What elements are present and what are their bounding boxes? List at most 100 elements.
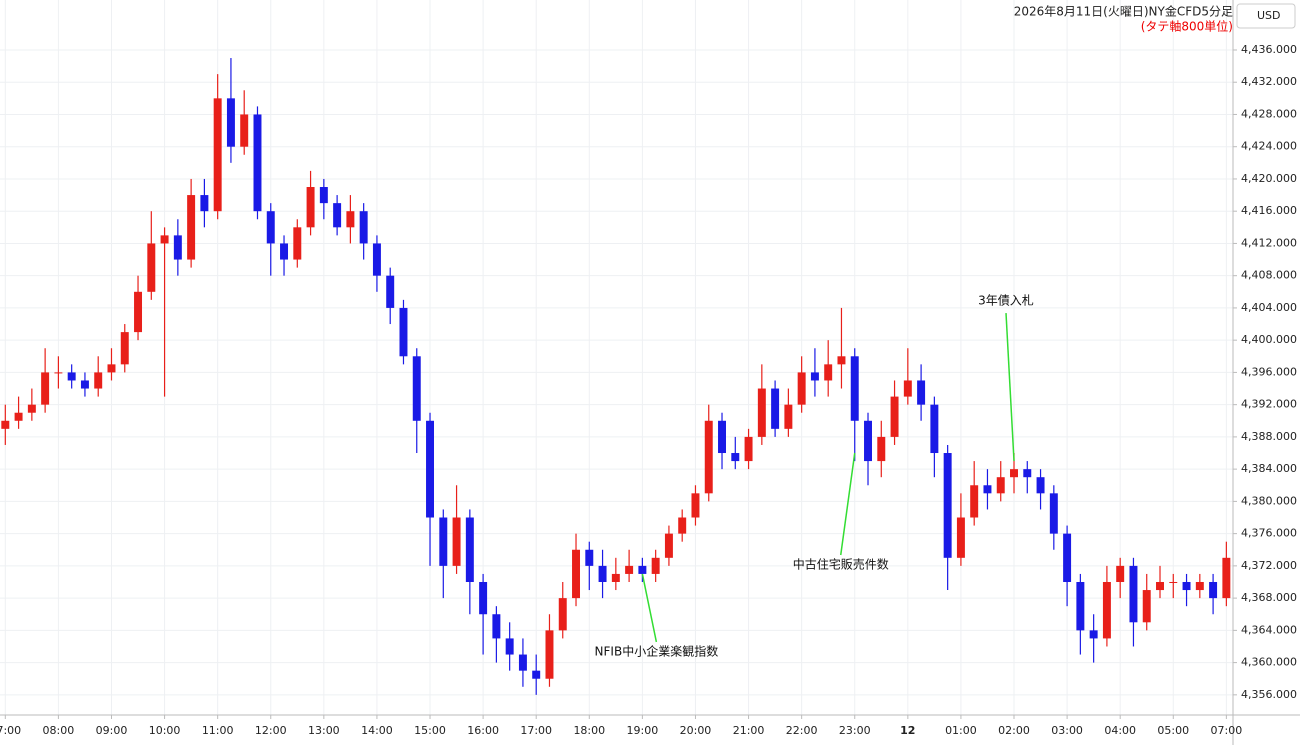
candle-body	[585, 549, 594, 566]
y-tick-label: 4,424.000	[1241, 140, 1297, 153]
candle-body	[810, 372, 819, 381]
candle-body	[598, 565, 607, 582]
candle-body	[651, 557, 660, 574]
candle-body	[1023, 469, 1032, 478]
candle-body	[173, 235, 182, 260]
chart-title: 2026年8月11日(火曜日)NY金CFD5分足	[1014, 4, 1233, 19]
x-tick-label: 11:00	[202, 724, 234, 737]
x-tick-label: 13:00	[308, 724, 340, 737]
candle-body	[160, 235, 169, 244]
x-tick-label: 17:00	[520, 724, 552, 737]
annotation-label: NFIB中小企業楽観指数	[595, 643, 719, 658]
candle-body	[80, 380, 89, 389]
x-tick-label: 07:00	[1211, 724, 1243, 737]
candle-body	[558, 598, 567, 631]
candle-body	[1209, 581, 1218, 599]
y-tick-label: 4,436.000	[1241, 43, 1297, 56]
candle-body	[744, 436, 753, 462]
y-tick-label: 4,364.000	[1241, 623, 1297, 636]
annotation-line	[839, 452, 856, 556]
candle-body	[359, 211, 368, 244]
annotation-label: 中古住宅販売件数	[793, 557, 889, 572]
candle-body	[678, 517, 687, 534]
y-tick-label: 4,428.000	[1241, 107, 1297, 120]
candle-body	[1102, 581, 1111, 639]
y-tick-label: 4,392.000	[1241, 398, 1297, 411]
candle-body	[253, 114, 262, 212]
candle-body	[372, 243, 381, 276]
x-tick-label: 12	[900, 724, 915, 737]
annotation-label: 3年債入札	[978, 293, 1034, 308]
candle-body	[266, 211, 275, 244]
x-tick-label: 09:00	[96, 724, 128, 737]
chart-subtitle: (タテ軸800単位)	[1141, 19, 1233, 34]
annotation-line	[641, 573, 658, 643]
x-tick-label: 08:00	[43, 724, 75, 737]
candle-body	[903, 380, 912, 397]
x-tick-label: 21:00	[733, 724, 765, 737]
candle-body	[213, 98, 222, 212]
candle-body	[638, 565, 647, 574]
candle-body	[691, 493, 700, 518]
candle-body	[41, 372, 50, 405]
y-tick-label: 4,388.000	[1241, 430, 1297, 443]
candle-body	[532, 670, 541, 679]
x-tick-label: 10:00	[149, 724, 181, 737]
candle-body	[877, 436, 886, 462]
candle-body	[837, 356, 846, 365]
candle-body	[625, 565, 634, 574]
candle-body	[1222, 557, 1231, 599]
y-tick-label: 4,396.000	[1241, 365, 1297, 378]
candle-body	[27, 404, 36, 413]
candle-body	[226, 98, 235, 147]
candle-body	[611, 573, 620, 582]
x-tick-label: 03:00	[1051, 724, 1083, 737]
grid	[0, 0, 1233, 715]
annotation-line	[1005, 313, 1015, 462]
candle-body	[771, 388, 780, 429]
candle-body	[757, 388, 766, 437]
x-tick-label: 23:00	[839, 724, 871, 737]
candle-body	[134, 291, 143, 333]
currency: USD	[1257, 9, 1281, 22]
x-tick-label: 19:00	[627, 724, 659, 737]
candle-body	[333, 203, 342, 228]
currency-box	[1236, 3, 1296, 29]
candle-body	[67, 372, 76, 381]
candle-body	[94, 372, 103, 389]
candle-body	[518, 654, 527, 671]
candle-body	[240, 114, 249, 147]
y-tick-label: 4,372.000	[1241, 559, 1297, 572]
candle-body	[1063, 533, 1072, 582]
x-tick-label: 05:00	[1157, 724, 1189, 737]
x-tick-label: 20:00	[680, 724, 712, 737]
candle-body	[956, 517, 965, 558]
candle-body	[970, 485, 979, 518]
candle-body	[346, 211, 355, 228]
candle-body	[664, 533, 673, 558]
candle-body	[1182, 581, 1191, 591]
candle-body	[1116, 565, 1125, 582]
y-tick-label: 4,400.000	[1241, 333, 1297, 346]
candle-body	[107, 364, 116, 373]
candle-body	[14, 412, 23, 421]
candle-body	[917, 380, 926, 405]
x-tick-label: 22:00	[786, 724, 818, 737]
candle-body	[1036, 477, 1045, 494]
x-tick-label: 02:00	[998, 724, 1030, 737]
candle-body	[731, 453, 740, 462]
x-tick-label: 12:00	[255, 724, 287, 737]
candle-body	[147, 243, 156, 292]
candle-body	[1129, 565, 1138, 623]
y-tick-label: 4,416.000	[1241, 204, 1297, 217]
candle-body	[306, 187, 315, 228]
candle-body	[850, 356, 859, 421]
candle-body	[943, 453, 952, 558]
candle-body	[704, 420, 713, 494]
candle-body	[930, 404, 939, 454]
y-tick-label: 4,360.000	[1241, 656, 1297, 669]
y-tick-label: 4,408.000	[1241, 269, 1297, 282]
candle-body	[120, 332, 129, 365]
candle-body	[824, 364, 833, 381]
